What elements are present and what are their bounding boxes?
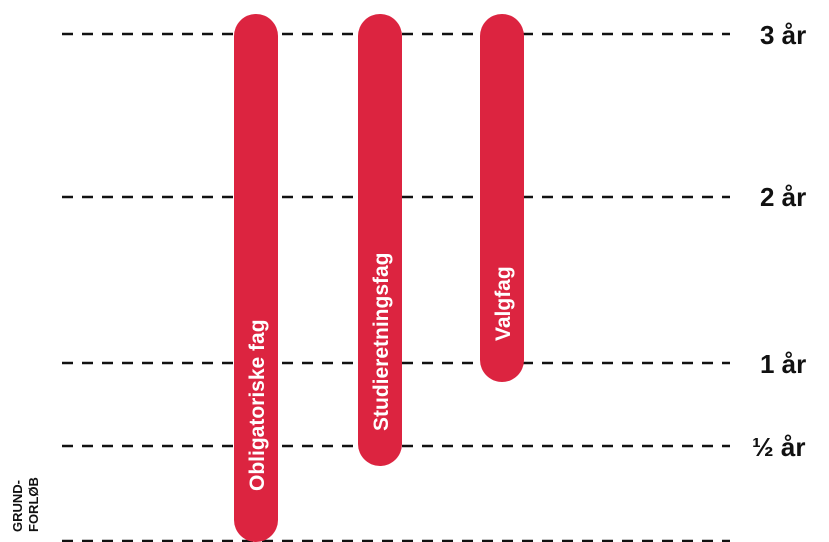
bar-studieretningsfag bbox=[358, 14, 402, 466]
bar-label-valgfag: Valgfag bbox=[492, 266, 515, 341]
grundforloeb-line1: GRUND- bbox=[10, 480, 25, 532]
subject-bars bbox=[234, 14, 524, 542]
bar-valgfag bbox=[480, 14, 524, 382]
bar-label-obligatoriske-fag: Obligatoriske fag bbox=[246, 319, 269, 491]
year-label-3: 3 år bbox=[760, 20, 806, 50]
year-label-half: ½ år bbox=[752, 432, 806, 462]
grundforloeb-label: GRUND- FORLØB bbox=[10, 477, 41, 532]
bar-label-studieretningsfag: Studieretningsfag bbox=[370, 252, 393, 431]
bar-obligatoriske-fag bbox=[234, 14, 278, 542]
year-label-2: 2 år bbox=[760, 182, 806, 212]
grundforloeb-line2: FORLØB bbox=[26, 477, 41, 532]
year-label-1: 1 år bbox=[760, 349, 806, 379]
year-labels: 3 år 2 år 1 år ½ år bbox=[752, 20, 806, 462]
bar-labels: Obligatoriske fag Studieretningsfag Valg… bbox=[246, 252, 515, 491]
